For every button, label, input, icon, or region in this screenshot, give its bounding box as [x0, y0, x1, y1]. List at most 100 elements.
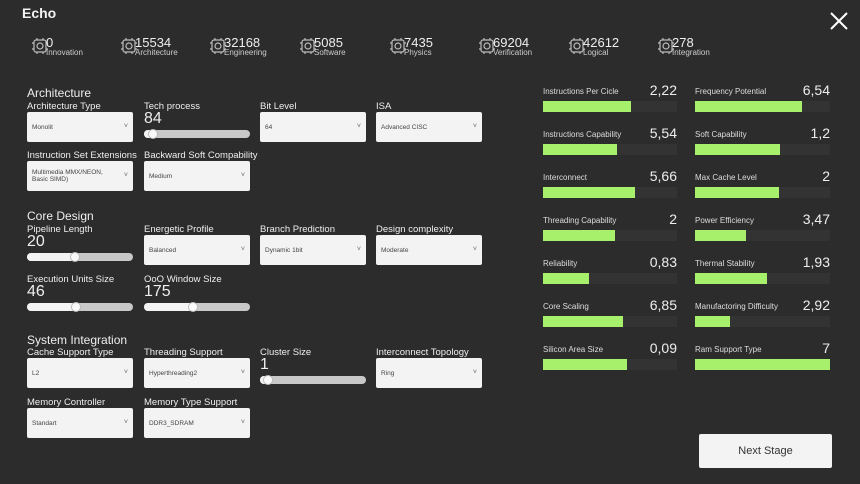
chevron-down-icon: ˅	[123, 419, 128, 426]
section-title-system-integration: System Integration	[27, 333, 128, 347]
slider-thumb[interactable]	[188, 302, 198, 312]
stat-bar-fill	[543, 101, 632, 112]
stat-bar-instructions-capability	[543, 144, 677, 155]
stat-bar-threading-capability	[543, 230, 677, 241]
field-label: Branch Prediction	[260, 224, 335, 235]
stat-bar-fill	[695, 316, 731, 327]
resource-label: Physics	[404, 48, 432, 57]
stat-label: Reliability	[543, 259, 578, 268]
isa-dropdown[interactable]: Advanced CISC ˅	[376, 112, 482, 142]
selected-value: Balanced	[149, 246, 177, 254]
window-title: Echo	[22, 5, 57, 21]
cache-support-type-dropdown[interactable]: L2 ˅	[27, 358, 133, 388]
stat-bar-fill	[695, 187, 779, 198]
slider-thumb[interactable]	[71, 302, 81, 312]
ooo-window-size-slider[interactable]	[144, 302, 250, 312]
resource-value: 32168	[224, 35, 261, 50]
slider-fill	[27, 303, 76, 311]
design-complexity-dropdown[interactable]: Moderate ˅	[376, 235, 482, 265]
field-label: Memory Type Support	[144, 397, 238, 408]
selected-value: Standart	[32, 419, 57, 427]
stat-bar-thermal-stability	[695, 273, 830, 284]
stat-value: 5,54	[649, 125, 677, 141]
field-label: ISA	[376, 101, 392, 112]
stat-label: Soft Capability	[695, 130, 747, 139]
slider-thumb[interactable]	[148, 129, 158, 139]
stat-bar-fill	[543, 359, 628, 370]
architecture-type-dropdown[interactable]: Monolit ˅	[27, 112, 133, 142]
interconnect-topology-dropdown[interactable]: Ring ˅	[376, 358, 482, 388]
stat-bar-fill	[695, 144, 781, 155]
stat-label: Instructions Capability	[543, 130, 622, 139]
field-label: Memory Controller	[27, 397, 106, 408]
lightbulb-gear-icon	[32, 38, 48, 54]
stat-value: 5,66	[649, 168, 677, 184]
stat-label: Power Efficiency	[695, 216, 754, 225]
stat-bar-fill	[695, 101, 802, 112]
selected-value: Advanced CISC	[381, 123, 428, 131]
resource-label: Software	[314, 48, 346, 57]
stat-bar-fill	[543, 316, 624, 327]
stat-label: Thermal Stability	[695, 259, 755, 268]
slider-value: 175	[144, 283, 171, 300]
section-title-core-design: Core Design	[27, 209, 94, 223]
stat-value: 2,22	[649, 82, 677, 98]
selected-value: Medium	[149, 172, 173, 180]
backward-soft-compability-dropdown[interactable]: Medium ˅	[144, 161, 250, 191]
tech-process-slider[interactable]	[144, 129, 250, 139]
field-label: Cluster Size	[260, 347, 312, 358]
stat-value: 1,93	[802, 254, 830, 270]
stat-label: Instructions Per Cicle	[543, 87, 619, 96]
memory-controller-dropdown[interactable]: Standart ˅	[27, 408, 133, 438]
memory-type-support-dropdown[interactable]: DDR3_SDRAM ˅	[144, 408, 250, 438]
instruction-set-extensions-dropdown[interactable]: Multimedia MMX/NEON, Basic SIMD) ˅	[27, 161, 133, 191]
bit-level-dropdown[interactable]: 64 ˅	[260, 112, 366, 142]
chevron-down-icon: ˅	[240, 172, 245, 179]
chevron-down-icon: ˅	[240, 419, 245, 426]
section-title-architecture: Architecture	[27, 86, 92, 100]
resource-value: 7435	[404, 35, 433, 50]
stat-bar-fill	[543, 187, 636, 198]
stat-bar-fill	[695, 230, 747, 241]
field-label: Threading Support	[144, 347, 223, 358]
threading-support-dropdown[interactable]: Hyperthreading2 ˅	[144, 358, 250, 388]
chevron-down-icon: ˅	[356, 246, 361, 253]
stat-bar-fill	[695, 359, 830, 370]
branch-prediction-dropdown[interactable]: Dynamic 1bit ˅	[260, 235, 366, 265]
stat-value: 6,85	[649, 297, 677, 313]
stat-bar-interconnect	[543, 187, 677, 198]
chevron-down-icon: ˅	[472, 246, 477, 253]
document-search-icon	[479, 38, 495, 54]
chevron-down-icon: ˅	[123, 172, 128, 179]
stat-label: Interconnect	[543, 173, 588, 182]
energetic-profile-dropdown[interactable]: Balanced ˅	[144, 235, 250, 265]
resource-label: Architecture	[135, 48, 178, 57]
field-label: OoO Window Size	[144, 274, 222, 285]
close-button[interactable]	[828, 10, 850, 32]
field-label: Instruction Set Extensions	[27, 150, 137, 161]
slider-value: 1	[260, 356, 269, 373]
cluster-size-slider[interactable]	[260, 375, 366, 385]
stat-bar-silicon-area-size	[543, 359, 677, 370]
stat-value: 0,83	[649, 254, 677, 270]
stat-label: Max Cache Level	[695, 173, 757, 182]
field-label: Architecture Type	[27, 101, 101, 112]
slider-thumb[interactable]	[70, 252, 80, 262]
selected-value: DDR3_SDRAM	[149, 419, 194, 427]
execution-units-size-slider[interactable]	[27, 302, 133, 312]
field-label: Backward Soft Compability	[144, 150, 258, 161]
selected-value: 64	[265, 123, 273, 131]
stat-bar-instructions-per-cicle	[543, 101, 677, 112]
stat-value: 2,92	[802, 297, 830, 313]
resource-value: 0	[46, 35, 54, 50]
next-stage-button[interactable]: Next Stage	[699, 434, 832, 468]
pipeline-length-slider[interactable]	[27, 252, 133, 262]
selected-value: Multimedia MMX/NEON, Basic SIMD)	[32, 169, 103, 183]
field-label: Energetic Profile	[144, 224, 214, 235]
slider-value: 20	[27, 233, 45, 250]
field-label: Execution Units Size	[27, 274, 115, 285]
field-label: Tech process	[144, 101, 200, 112]
slider-thumb[interactable]	[263, 375, 273, 385]
selected-value: Monolit	[32, 123, 53, 131]
chevron-down-icon: ˅	[472, 123, 477, 130]
